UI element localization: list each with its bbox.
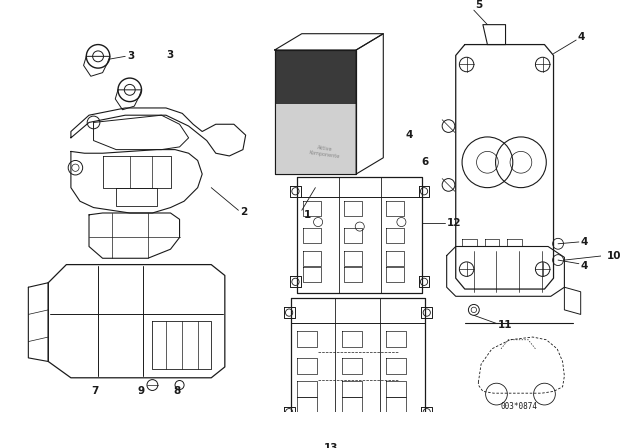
Text: 3: 3 [127, 52, 134, 61]
Text: 4: 4 [580, 237, 588, 247]
Text: 3: 3 [166, 50, 173, 60]
Text: 8: 8 [173, 386, 180, 396]
Text: 5: 5 [476, 0, 483, 10]
Text: 6: 6 [421, 157, 429, 167]
Text: Aktive
Komponente: Aktive Komponente [308, 144, 340, 159]
Text: 003*0874: 003*0874 [500, 402, 538, 411]
Text: 4: 4 [580, 260, 588, 271]
Text: 4: 4 [406, 130, 413, 140]
Text: 2: 2 [240, 207, 248, 217]
Text: 1: 1 [303, 210, 311, 220]
Polygon shape [275, 104, 356, 174]
Polygon shape [275, 50, 356, 174]
Text: 10: 10 [607, 250, 621, 261]
Text: 12: 12 [447, 218, 461, 228]
Text: 13: 13 [324, 444, 339, 448]
Text: 7: 7 [92, 386, 99, 396]
Text: 11: 11 [499, 320, 513, 330]
Text: 4: 4 [578, 32, 586, 42]
Text: 9: 9 [137, 386, 144, 396]
